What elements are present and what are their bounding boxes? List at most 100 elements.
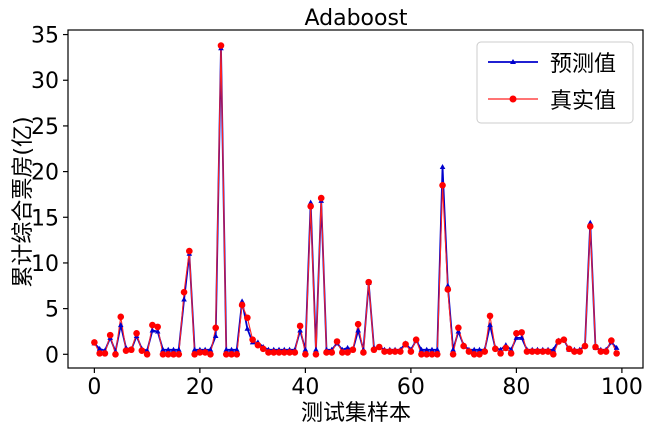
actual-point xyxy=(402,340,409,348)
legend-pred-marker xyxy=(510,59,516,64)
x-tick-label: 100 xyxy=(601,375,643,400)
prediction-point xyxy=(439,164,446,170)
actual-point xyxy=(349,346,357,354)
actual-point xyxy=(143,350,151,358)
actual-point xyxy=(180,288,188,296)
actual-point xyxy=(481,348,489,355)
legend-true-label: 真实值 xyxy=(550,89,616,114)
prediction-point xyxy=(518,334,525,340)
actual-point xyxy=(507,350,515,357)
prediction-point xyxy=(207,346,214,352)
prediction-point xyxy=(344,344,351,350)
actual-point xyxy=(375,343,383,351)
prediction-point xyxy=(613,344,620,350)
prediction-point xyxy=(429,346,435,352)
actual-markers xyxy=(91,42,620,358)
actual-point xyxy=(455,324,462,332)
actual-point xyxy=(170,350,177,358)
prediction-point xyxy=(160,346,166,352)
actual-point xyxy=(592,343,599,351)
legend: 预测值 真实值 xyxy=(476,41,634,124)
actual-point xyxy=(122,347,130,354)
actual-point xyxy=(333,338,341,345)
actual-point xyxy=(112,350,119,358)
legend-pred-label: 预测值 xyxy=(550,52,616,77)
actual-point xyxy=(433,350,441,358)
legend-true-marker xyxy=(509,95,517,103)
actual-point xyxy=(528,348,536,355)
actual-point xyxy=(149,321,156,329)
actual-point xyxy=(449,350,457,358)
actual-point xyxy=(117,313,125,321)
actual-point xyxy=(222,350,230,358)
prediction-point xyxy=(423,346,430,352)
prediction-point xyxy=(154,328,161,334)
actual-point xyxy=(560,336,568,343)
actual-point xyxy=(138,347,146,354)
actual-point xyxy=(565,345,573,353)
x-tick-label: 40 xyxy=(291,375,319,400)
prediction-point xyxy=(117,322,124,328)
actual-point xyxy=(186,247,193,255)
actual-point xyxy=(555,338,562,345)
prediction-point xyxy=(313,346,319,352)
actual-point xyxy=(460,342,467,350)
actual-point xyxy=(491,345,499,353)
actual-point xyxy=(444,286,452,293)
y-tick-label: 35 xyxy=(31,24,59,49)
actual-point xyxy=(133,329,140,337)
actual-point xyxy=(418,350,425,358)
actual-point xyxy=(244,314,251,322)
actual-point xyxy=(465,348,473,355)
prediction-point xyxy=(550,346,557,352)
prediction-point xyxy=(513,334,520,340)
actual-point xyxy=(428,350,436,358)
actual-point xyxy=(91,339,98,346)
actual-point xyxy=(164,350,172,358)
actual-point xyxy=(381,348,388,355)
prediction-point xyxy=(450,346,456,352)
y-tick-label: 25 xyxy=(31,115,59,140)
prediction-point xyxy=(234,346,240,352)
actual-point xyxy=(286,349,293,356)
actual-point xyxy=(518,329,525,336)
prediction-point xyxy=(434,346,441,352)
actual-point xyxy=(328,349,336,356)
prediction-point xyxy=(165,346,172,352)
actual-point xyxy=(550,350,557,358)
x-tick-label: 60 xyxy=(397,375,425,400)
actual-point xyxy=(597,348,605,355)
actual-point xyxy=(307,203,314,210)
y-tick-label: 20 xyxy=(31,161,59,186)
actual-point xyxy=(302,350,309,358)
actual-point xyxy=(212,324,220,332)
x-tick-label: 80 xyxy=(502,375,530,400)
y-tick-label: 5 xyxy=(45,298,59,323)
actual-point xyxy=(608,337,615,344)
actual-point xyxy=(312,350,320,358)
actual-point xyxy=(470,350,478,358)
actual-point xyxy=(270,349,278,356)
actual-point xyxy=(486,312,494,320)
chart-title: Adaboost xyxy=(304,6,407,31)
actual-point xyxy=(571,348,578,355)
prediction-point xyxy=(170,346,177,352)
actual-point xyxy=(106,331,114,339)
actual-point xyxy=(339,349,346,356)
actual-point xyxy=(412,336,420,343)
x-tick-label: 20 xyxy=(186,375,214,400)
y-tick-label: 10 xyxy=(31,252,59,277)
actual-point xyxy=(391,348,399,355)
prediction-point xyxy=(149,327,156,333)
actual-point xyxy=(249,336,256,343)
actual-point xyxy=(101,350,109,357)
prediction-point xyxy=(355,327,361,333)
prediction-point xyxy=(297,327,303,333)
actual-point xyxy=(576,348,583,355)
actual-point xyxy=(407,348,415,355)
actual-point xyxy=(291,349,299,356)
prediction-point xyxy=(487,322,493,328)
actual-point xyxy=(423,350,431,358)
y-axis-label: 累计综合票房(亿) xyxy=(11,116,36,287)
